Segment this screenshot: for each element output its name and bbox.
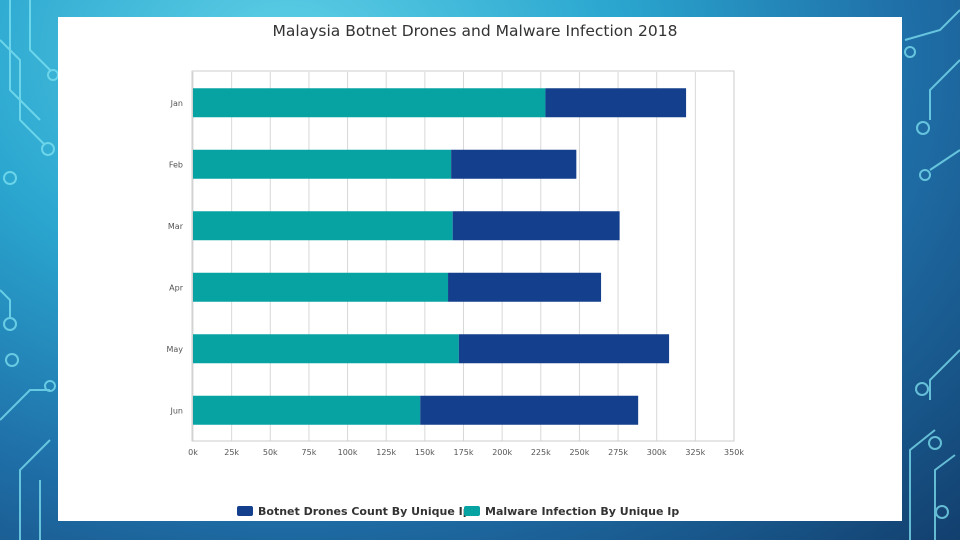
bar-botnet-feb[interactable] (451, 149, 577, 179)
bar-malware-jun[interactable] (193, 395, 421, 425)
x-tick-label: 25k (224, 448, 239, 457)
bar-malware-mar[interactable] (193, 211, 453, 241)
x-tick-label: 350k (724, 448, 744, 457)
bar-malware-feb[interactable] (193, 149, 452, 179)
y-category-label: Jan (170, 99, 183, 108)
x-tick-label: 75k (302, 448, 317, 457)
x-tick-label: 175k (454, 448, 474, 457)
y-category-label: Jun (170, 406, 184, 415)
y-category-label: May (166, 345, 183, 354)
x-tick-label: 300k (647, 448, 667, 457)
x-tick-label: 250k (569, 448, 589, 457)
bar-botnet-jun[interactable] (420, 395, 639, 425)
category-axis-labels: Jan Feb Mar Apr May Jun (166, 99, 183, 416)
x-tick-label: 200k (492, 448, 512, 457)
chart-title: Malaysia Botnet Drones and Malware Infec… (273, 22, 678, 40)
slide-panel: Malaysia Botnet Drones and Malware Infec… (58, 17, 902, 521)
bar-series (193, 88, 734, 442)
x-tick-label: 100k (338, 448, 358, 457)
y-category-label: Mar (168, 222, 184, 231)
bar-malware-jan[interactable] (193, 88, 546, 118)
bar-botnet-mar[interactable] (452, 211, 620, 241)
bar-botnet-jan[interactable] (545, 88, 687, 118)
legend-swatch-botnet (237, 506, 253, 516)
legend: Botnet Drones Count By Unique Ip Malware… (237, 505, 679, 518)
y-category-label: Apr (169, 283, 184, 292)
x-tick-label: 325k (685, 448, 705, 457)
x-tick-label: 275k (608, 448, 628, 457)
legend-label-botnet: Botnet Drones Count By Unique Ip (258, 505, 471, 518)
value-axis-labels: 0k 25k 50k 75k 100k 125k 150k 175k 200k 225k 250k 2… (188, 448, 744, 457)
legend-item-botnet[interactable]: Botnet Drones Count By Unique Ip (237, 505, 471, 518)
plot-area-border (191, 70, 735, 442)
stacked-bar-chart: Malaysia Botnet Drones and Malware Infec… (166, 22, 744, 518)
legend-label-malware: Malware Infection By Unique Ip (485, 505, 679, 518)
bar-botnet-apr[interactable] (448, 272, 602, 302)
legend-item-malware[interactable]: Malware Infection By Unique Ip (464, 505, 679, 518)
grid-lines (192, 72, 735, 441)
x-tick-label: 225k (531, 448, 551, 457)
bar-malware-may[interactable] (193, 334, 459, 364)
x-tick-label: 0k (188, 448, 198, 457)
legend-swatch-malware (464, 506, 480, 516)
bar-malware-apr[interactable] (193, 272, 449, 302)
x-tick-label: 125k (376, 448, 396, 457)
bar-botnet-may[interactable] (458, 334, 670, 364)
y-category-label: Feb (169, 160, 183, 169)
x-tick-label: 50k (263, 448, 278, 457)
x-tick-label: 150k (415, 448, 435, 457)
